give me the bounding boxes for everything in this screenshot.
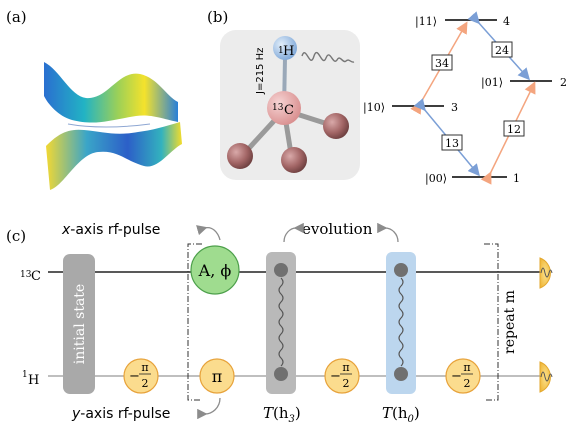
transition-34-label: 34 <box>435 57 449 70</box>
band-surface-plot <box>44 62 182 190</box>
initial-state-label: initial state <box>72 284 88 364</box>
h-base: H <box>283 44 294 59</box>
x-axis-pulse-label: x-axis rf-pulse <box>61 222 160 238</box>
initial-state-block <box>63 254 95 394</box>
minus-pi-half-gate-1 <box>123 358 159 394</box>
level-num-1: 1 <box>513 172 520 185</box>
level-num-3: 3 <box>451 101 458 114</box>
a-phi-label: A, ϕ <box>198 261 232 280</box>
gate3-pi: π <box>463 361 470 374</box>
repeat-bracket-left <box>187 243 202 401</box>
c-sup: 13 <box>272 103 284 113</box>
level-num-2: 2 <box>560 76 567 89</box>
transition-24-box <box>491 41 513 58</box>
panel-b-label: (b) <box>207 8 228 26</box>
evolution-label: evolution <box>302 220 373 238</box>
transition-13-label: 13 <box>445 137 459 150</box>
evo-h3-spring <box>278 277 284 367</box>
pi-label: π <box>212 367 223 386</box>
x-pulse-arrow <box>196 225 221 241</box>
c-line-sup: 13 <box>20 270 32 280</box>
gate3-two: 2 <box>464 377 471 390</box>
gate1-two: 2 <box>142 377 149 390</box>
h-sup: 1 <box>278 46 284 56</box>
carbon-detector <box>539 257 553 289</box>
gate1-minus: − <box>129 369 140 384</box>
evolution-block-h3 <box>266 252 296 394</box>
t-h0-label: T(h0) <box>382 404 420 425</box>
gate3-minus: − <box>451 369 462 384</box>
gate1-pi: π <box>141 361 148 374</box>
h-line-base: H <box>28 373 39 388</box>
y-axis-pulse-label: y-axis rf-pulse <box>71 406 170 422</box>
transition-24-label: 24 <box>495 44 509 57</box>
gate2-pi: π <box>342 361 349 374</box>
evo-h0-top-dot <box>394 263 408 277</box>
transition-12-label: 12 <box>507 123 521 136</box>
evo-h0-bottom-dot <box>394 367 408 381</box>
panel-c-label: (c) <box>6 227 26 245</box>
evo-h0-spring <box>398 277 404 367</box>
rf-signal-wave <box>301 51 355 63</box>
minus-pi-half-gate-2 <box>324 358 360 394</box>
panel-a-label: (a) <box>6 8 27 26</box>
gate2-minus: − <box>330 369 341 384</box>
proton-1h-atom <box>273 36 297 60</box>
molecule-diagram: 1 H 13 C J=215 Hz <box>220 30 360 180</box>
level-num-4: 4 <box>503 15 510 28</box>
a-phi-gate <box>190 245 240 295</box>
c-base: C <box>284 103 294 118</box>
carbon-13c-atom <box>267 91 301 125</box>
transition-34-box <box>431 54 453 71</box>
evolution-block-h0 <box>386 252 416 394</box>
transition-13-box <box>441 134 463 151</box>
ket-10: |10⟩ <box>363 101 385 115</box>
energy-level-diagram: |11⟩ 4 |01⟩ 2 |10⟩ 3 |00⟩ 1 34 24 13 12 <box>363 11 567 186</box>
repeat-bracket-right <box>484 243 499 401</box>
ket-11: |11⟩ <box>415 15 437 29</box>
y-pulse-arrow <box>197 397 221 420</box>
ket-00: |00⟩ <box>425 172 447 186</box>
h-line-sup: 1 <box>22 370 28 380</box>
hydrogen-atom-bottom <box>281 147 307 173</box>
t-h3-label: T(h3) <box>263 404 301 425</box>
proton-detector <box>539 361 553 393</box>
hydrogen-atom-right <box>323 113 349 139</box>
evolution-arrow-right <box>377 222 399 243</box>
c-line-base: C <box>31 269 41 284</box>
minus-pi-half-gate-3 <box>445 358 481 394</box>
coupling-constant: J=215 Hz <box>255 48 266 95</box>
ket-01: |01⟩ <box>481 76 503 90</box>
evo-h3-top-dot <box>274 263 288 277</box>
hydrogen-atom-left <box>227 143 253 169</box>
pulse-circuit: 13 C 1 H initial state repeat m − π 2 A,… <box>20 220 553 425</box>
gate2-two: 2 <box>343 377 350 390</box>
pi-gate <box>199 358 235 394</box>
evo-h3-bottom-dot <box>274 367 288 381</box>
transition-12-box <box>503 120 525 137</box>
evolution-arrow-left <box>283 222 304 243</box>
repeat-label: repeat m <box>502 290 518 354</box>
